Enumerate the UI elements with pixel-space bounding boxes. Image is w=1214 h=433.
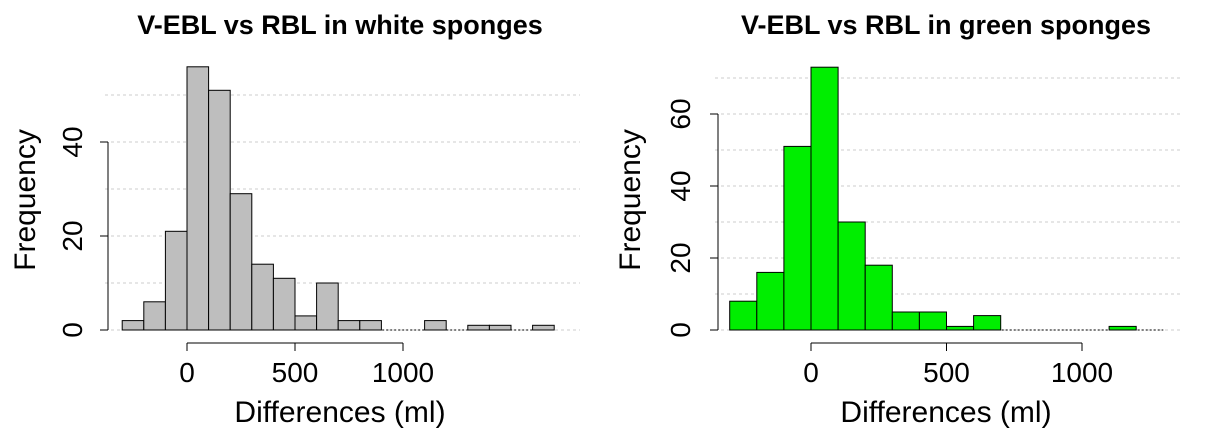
y-axis-label: Frequency <box>9 129 42 271</box>
bar <box>272 277 296 331</box>
bar <box>783 145 812 331</box>
bar <box>973 315 1002 331</box>
y-axis-label: Frequency <box>614 129 647 271</box>
x-tick-label: 0 <box>803 357 819 388</box>
y-tick-label: 20 <box>57 220 88 251</box>
bar <box>891 311 920 331</box>
x-tick-label: 500 <box>272 357 319 388</box>
bar <box>294 315 318 331</box>
bar <box>424 320 447 331</box>
y-tick-label: 0 <box>57 322 88 338</box>
bar <box>532 324 555 331</box>
bar <box>143 301 166 331</box>
bar <box>488 324 512 331</box>
y-tick-label: 40 <box>57 126 88 157</box>
bar <box>918 311 948 331</box>
bar <box>164 230 188 331</box>
bar <box>1108 325 1137 331</box>
bar <box>251 263 274 331</box>
bar <box>864 264 893 331</box>
bar <box>121 320 145 331</box>
x-axis-label: Differences (ml) <box>840 396 1051 429</box>
bar <box>756 271 785 331</box>
bar <box>810 66 839 331</box>
x-tick-label: 500 <box>923 357 970 388</box>
x-tick-label: 0 <box>179 357 195 388</box>
bar <box>359 320 382 331</box>
bar <box>337 320 361 331</box>
bar <box>837 221 866 331</box>
bar <box>208 89 231 331</box>
bar <box>467 324 490 331</box>
y-tick-label: 40 <box>665 170 696 201</box>
y-tick-label: 0 <box>665 322 696 338</box>
bar <box>316 282 339 331</box>
x-tick-label: 1000 <box>372 357 434 388</box>
bar <box>229 193 253 331</box>
y-tick-label: 20 <box>665 242 696 273</box>
x-tick-label: 1000 <box>1051 357 1113 388</box>
bar <box>729 300 758 331</box>
x-axis-label: Differences (ml) <box>234 396 445 429</box>
y-tick-label: 60 <box>665 98 696 129</box>
bar <box>186 66 210 331</box>
chart-title: V-EBL vs RBL in white sponges <box>137 10 543 40</box>
chart-title: V-EBL vs RBL in green sponges <box>741 10 1151 40</box>
bar <box>946 325 975 331</box>
